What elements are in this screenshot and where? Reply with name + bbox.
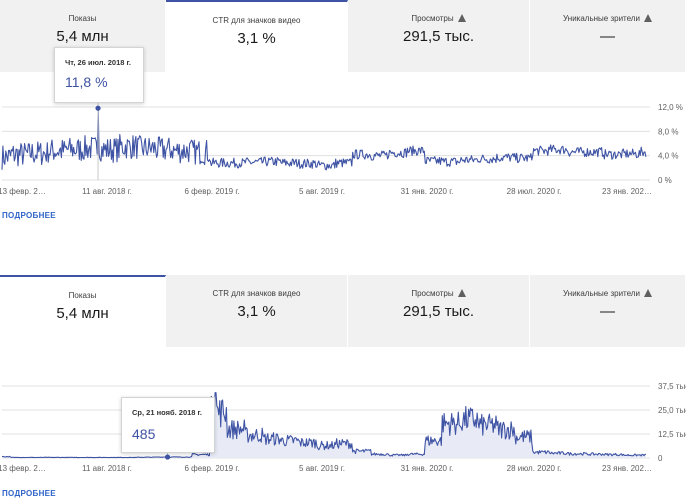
series-area (2, 392, 646, 458)
y-axis-tick-label: 12,5 тыс. (658, 430, 686, 439)
x-axis-tick-label: 13 февр. 2… (0, 187, 46, 196)
y-axis-tick-label: 37,5 тыс. (658, 382, 686, 391)
metric-label: Просмотры (348, 289, 529, 298)
metric-tab-ctr[interactable]: CTR для значков видео 3,1 % (166, 0, 348, 72)
metric-label: Показы (68, 14, 97, 23)
metric-value: 291,5 тыс. (402, 303, 475, 320)
y-axis-tick-label: 25,0 тыс. (658, 406, 686, 415)
series-line (1, 107, 647, 171)
metric-label: Уникальные зрители (530, 14, 685, 23)
metric-label-text: Просмотры (411, 289, 454, 298)
more-details-link[interactable]: ПОДРОБНЕЕ (2, 211, 56, 220)
metric-label: Уникальные зрители (530, 289, 685, 298)
metric-value: — (600, 28, 615, 45)
metric-value: 291,5 тыс. (402, 28, 475, 45)
y-axis-tick-label: 4,0 % (658, 152, 678, 161)
metric-value: 5,4 млн (56, 305, 109, 322)
metric-label: CTR для значков видео (212, 16, 301, 25)
metric-label-text: Уникальные зрители (563, 289, 640, 298)
x-axis-tick-label: 23 янв. 202… (602, 464, 652, 473)
x-axis-tick-label: 5 авг. 2019 г. (299, 464, 345, 473)
ctr-analytics-panel: Показы 5,4 млн CTR для значков видео 3,1… (0, 0, 686, 240)
tooltip-value: 11,8 % (65, 74, 108, 90)
metric-label: Просмотры (348, 14, 529, 23)
warning-triangle-icon (457, 289, 466, 297)
tooltip-date: Чт, 26 июл. 2018 г. (65, 58, 131, 67)
tooltip-value: 485 (132, 426, 156, 442)
series-line (1, 392, 647, 459)
metric-tab-unique-viewers[interactable]: Уникальные зрители — (530, 275, 686, 347)
chart-tooltip: Чт, 26 июл. 2018 г. 11,8 % (54, 47, 144, 103)
x-axis-tick-label: 23 янв. 202… (602, 187, 652, 196)
metric-tab-unique-viewers[interactable]: Уникальные зрители — (530, 0, 686, 72)
x-axis-tick-label: 31 янв. 2020 г. (401, 464, 454, 473)
x-axis-tick-label: 13 февр. 2… (0, 464, 46, 473)
tooltip-date: Ср, 21 нояб. 2018 г. (132, 408, 203, 417)
metric-value: 3,1 % (237, 30, 276, 47)
warning-triangle-icon (457, 14, 466, 22)
metric-value: 5,4 млн (56, 28, 109, 45)
metric-tab-ctr[interactable]: CTR для значков видео 3,1 % (166, 275, 348, 347)
metric-label: Показы (68, 291, 97, 300)
x-axis-tick-label: 6 февр. 2019 г. (184, 464, 239, 473)
x-axis-tick-label: 28 июл. 2020 г. (507, 464, 562, 473)
x-axis-tick-label: 28 июл. 2020 г. (507, 187, 562, 196)
x-axis-tick-label: 5 авг. 2019 г. (299, 187, 345, 196)
metric-tab-views[interactable]: Просмотры 291,5 тыс. (348, 0, 530, 72)
chart-tooltip: Ср, 21 нояб. 2018 г. 485 (121, 397, 215, 453)
y-axis-tick-label: 8,0 % (658, 127, 678, 136)
x-axis-tick-label: 6 февр. 2019 г. (184, 187, 239, 196)
warning-triangle-icon (643, 289, 652, 297)
highlight-point (164, 454, 171, 460)
x-axis-tick-label: 11 авг. 2018 г. (82, 187, 132, 196)
x-axis-tick-label: 31 янв. 2020 г. (401, 187, 454, 196)
x-axis-tick-label: 11 авг. 2018 г. (82, 464, 132, 473)
highlight-point (95, 105, 101, 111)
y-axis-tick-label: 0 % (658, 176, 672, 185)
metric-value: 3,1 % (237, 303, 276, 320)
y-axis-tick-label: 12,0 % (658, 103, 683, 112)
warning-triangle-icon (643, 14, 652, 22)
y-axis-tick-label: 0 (658, 454, 663, 463)
metric-tabs: Показы 5,4 млн CTR для значков видео 3,1… (0, 275, 686, 347)
metric-label-text: Уникальные зрители (563, 14, 640, 23)
metric-tab-impressions[interactable]: Показы 5,4 млн (0, 275, 166, 347)
metric-tabs: Показы 5,4 млн CTR для значков видео 3,1… (0, 0, 686, 72)
metric-value: — (600, 303, 615, 320)
more-details-link[interactable]: ПОДРОБНЕЕ (2, 489, 56, 498)
metric-tab-views[interactable]: Просмотры 291,5 тыс. (348, 275, 530, 347)
metric-label: CTR для значков видео (212, 289, 301, 298)
impressions-analytics-panel: Показы 5,4 млн CTR для значков видео 3,1… (0, 275, 686, 500)
metric-label-text: Просмотры (411, 14, 454, 23)
